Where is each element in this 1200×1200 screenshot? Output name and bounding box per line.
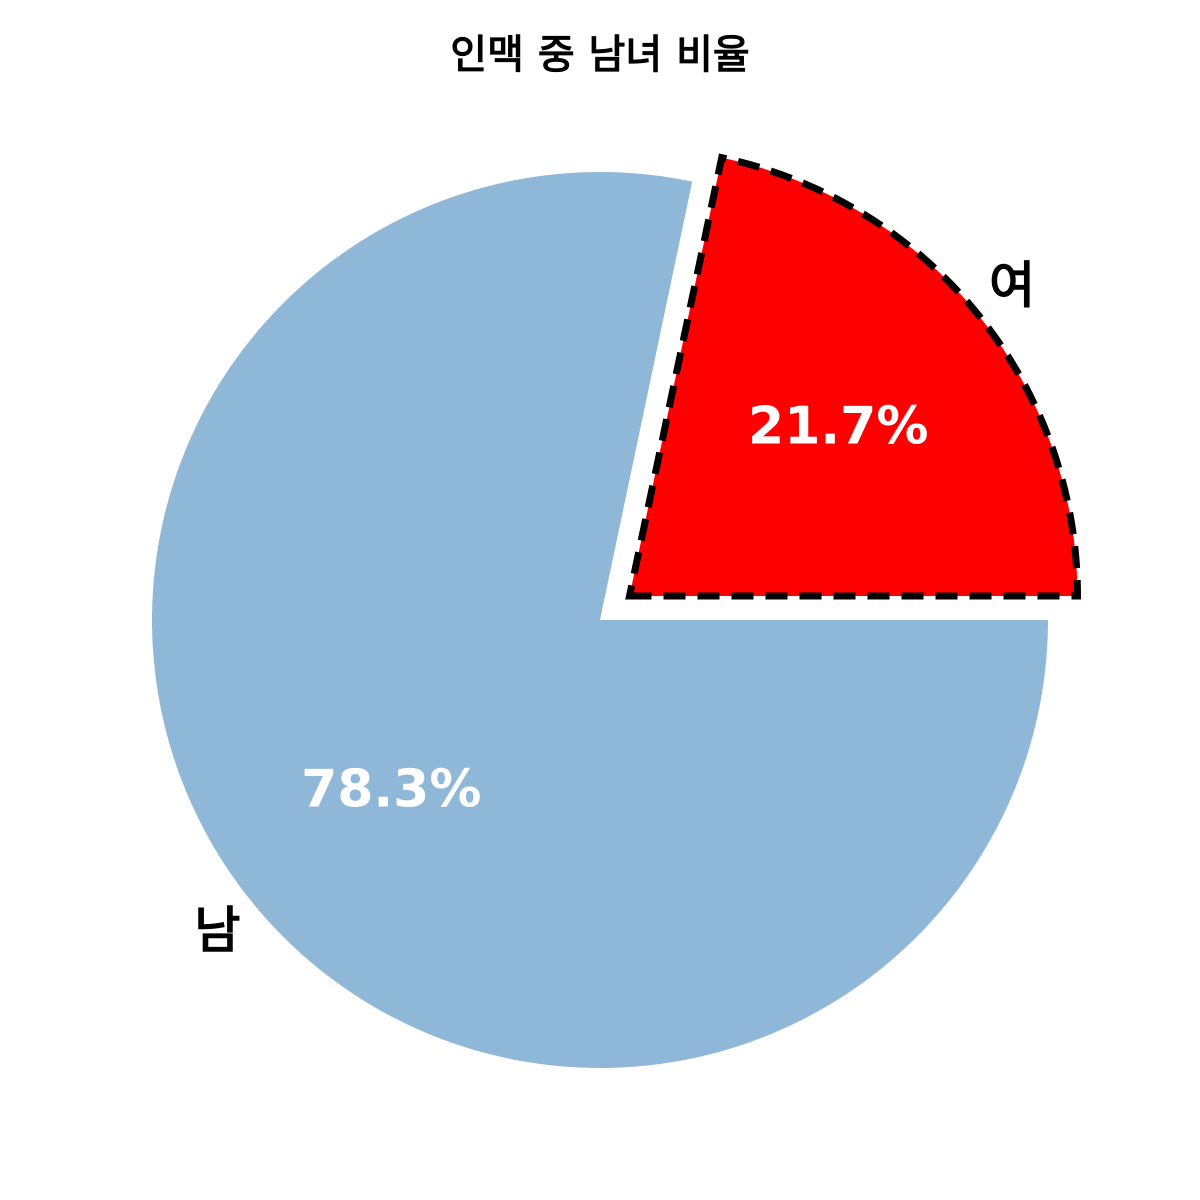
pie-slice-male — [152, 172, 1048, 1069]
chart-title: 인맥 중 남녀 비율 — [450, 32, 750, 78]
pct-label-female: 21.7% — [748, 397, 928, 457]
category-label-female: 여 — [989, 257, 1035, 315]
pct-label-male: 78.3% — [301, 759, 481, 819]
pie-slice-female — [625, 153, 1082, 600]
category-label-male: 남 — [194, 902, 240, 960]
